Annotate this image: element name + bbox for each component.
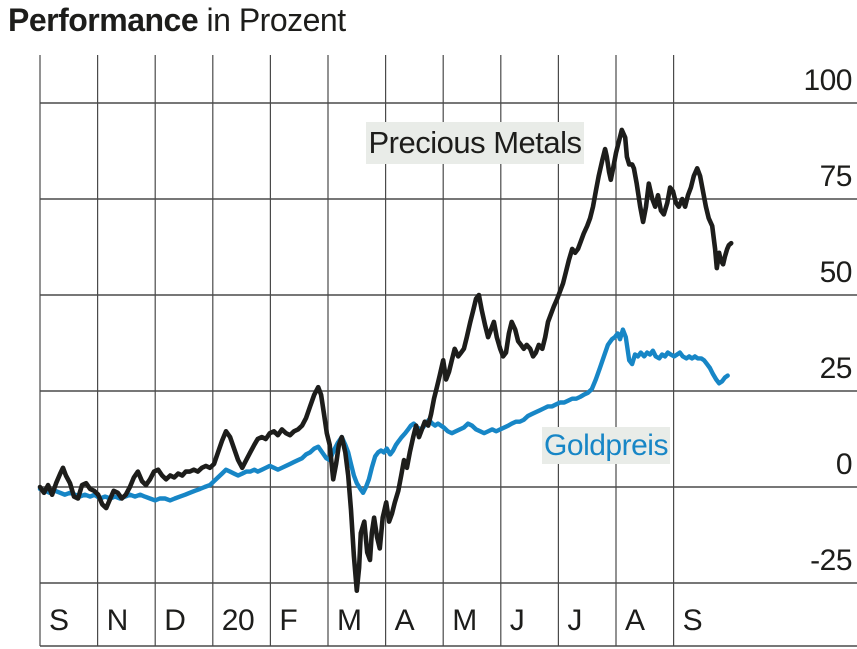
y-tick-label: 25 [819,352,853,385]
series-line-precious-metals [37,127,734,593]
y-tick-label: 100 [803,64,852,97]
series-label-goldpreis: Goldpreis [542,427,670,464]
x-tick-label: F [279,604,298,637]
x-tick-label: A [394,604,415,637]
series-label-precious-metals: Precious Metals [366,122,584,164]
x-tick-label: A [625,604,645,637]
series-line-goldpreis [37,327,730,503]
chart-title-bold: Performance [8,2,199,38]
x-tick-label: 20 [221,604,255,637]
x-tick-label: M [452,604,477,637]
x-tick-label: J [567,604,582,637]
chart-title-suffix: in Prozent [198,2,347,38]
y-tick-label: 50 [819,256,853,289]
y-tick-label: 0 [835,448,853,481]
x-tick-label: J [509,604,525,637]
x-tick-label: M [337,604,362,637]
x-tick-label: S [49,604,69,637]
y-tick-label: -25 [810,544,852,577]
x-tick-label: D [164,604,186,637]
x-tick-label: N [106,604,129,637]
chart-title: Performance in Prozent [8,2,346,39]
y-tick-label: 75 [819,160,853,193]
x-tick-label: S [682,604,703,637]
